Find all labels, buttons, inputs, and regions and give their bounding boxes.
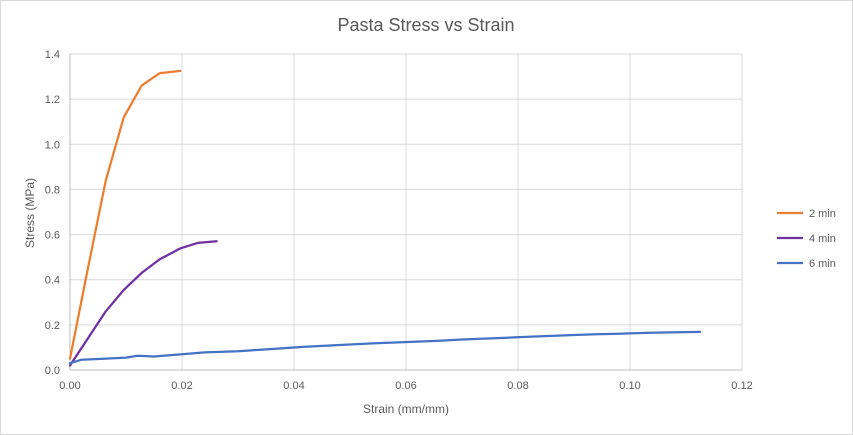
x-tick-label: 0.00 (59, 380, 80, 392)
series-line-6-min (68, 330, 702, 365)
gridlines (70, 53, 743, 370)
y-tick-label: 0.6 (45, 230, 60, 242)
legend-label: 6 min (809, 258, 836, 270)
x-tick-label: 0.08 (507, 380, 528, 392)
x-axis-title: Strain (mm/mm) (363, 402, 449, 416)
y-tick-label: 0.0 (45, 365, 60, 377)
chart-title: Pasta Stress vs Strain (337, 15, 514, 35)
series-line-2-min (68, 69, 182, 360)
y-tick-label: 0.8 (45, 184, 60, 196)
y-tick-label: 1.4 (45, 49, 60, 61)
y-tick-label: 1.2 (45, 94, 60, 106)
legend-label: 4 min (809, 233, 836, 245)
y-tick-label: 0.4 (45, 275, 60, 287)
y-tick-label: 1.0 (45, 139, 60, 151)
y-tick-label: 0.2 (45, 320, 60, 332)
axes (69, 54, 742, 371)
tick-labels: 0.0 0.2 0.4 0.6 0.8 1.0 1.2 1.4 0.00 0.02 0.04 0.06… (45, 49, 753, 392)
x-tick-label: 0.06 (395, 380, 416, 392)
x-tick-label: 0.02 (171, 380, 192, 392)
x-tick-label: 0.04 (283, 380, 304, 392)
series-lines (68, 69, 702, 367)
x-tick-label: 0.12 (731, 380, 752, 392)
x-tick-label: 0.10 (619, 380, 640, 392)
legend-label: 2 min (809, 208, 836, 220)
legend: 2 min 4 min 6 min (777, 208, 836, 270)
series-line-4-min (68, 240, 218, 367)
y-axis-title: Stress (MPa) (23, 178, 37, 248)
